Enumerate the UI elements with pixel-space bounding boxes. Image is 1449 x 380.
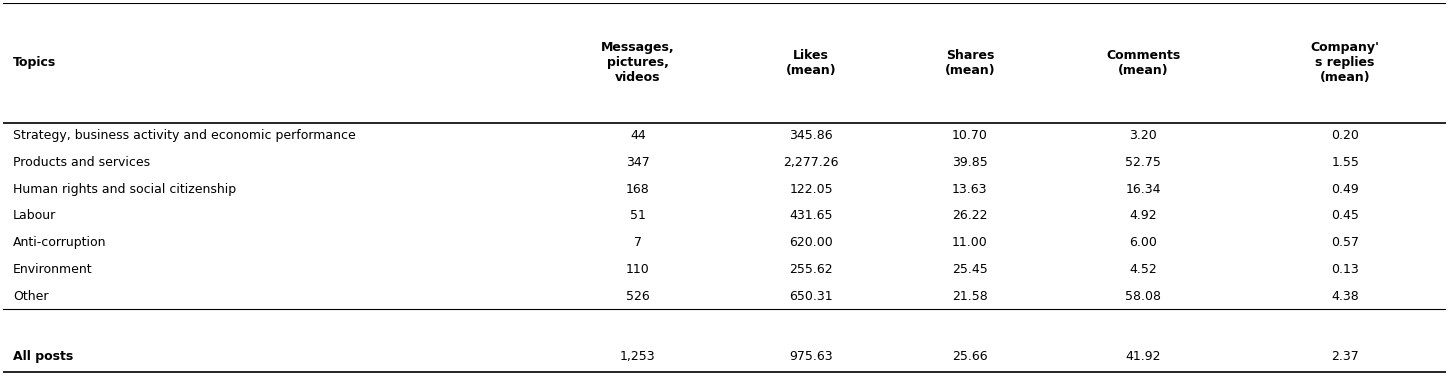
Text: 13.63: 13.63 <box>952 183 988 196</box>
Text: 41.92: 41.92 <box>1126 350 1161 363</box>
Text: Likes
(mean): Likes (mean) <box>785 49 836 77</box>
Text: Anti-corruption: Anti-corruption <box>13 236 106 249</box>
Text: 345.86: 345.86 <box>790 130 833 142</box>
Text: 2,277.26: 2,277.26 <box>784 156 839 169</box>
Text: 7: 7 <box>633 236 642 249</box>
Text: 0.13: 0.13 <box>1332 263 1359 276</box>
Text: 110: 110 <box>626 263 649 276</box>
Text: 4.52: 4.52 <box>1129 263 1156 276</box>
Text: 39.85: 39.85 <box>952 156 988 169</box>
Text: 620.00: 620.00 <box>790 236 833 249</box>
Text: 25.45: 25.45 <box>952 263 988 276</box>
Text: 650.31: 650.31 <box>790 290 833 302</box>
Text: 2.37: 2.37 <box>1332 350 1359 363</box>
Text: 975.63: 975.63 <box>790 350 833 363</box>
Text: 1.55: 1.55 <box>1332 156 1359 169</box>
Text: Other: Other <box>13 290 48 302</box>
Text: 526: 526 <box>626 290 649 302</box>
Text: 58.08: 58.08 <box>1124 290 1161 302</box>
Text: 122.05: 122.05 <box>790 183 833 196</box>
Text: 3.20: 3.20 <box>1129 130 1156 142</box>
Text: Shares
(mean): Shares (mean) <box>945 49 995 77</box>
Text: 347: 347 <box>626 156 649 169</box>
Text: 0.49: 0.49 <box>1332 183 1359 196</box>
Text: Human rights and social citizenship: Human rights and social citizenship <box>13 183 236 196</box>
Text: 52.75: 52.75 <box>1126 156 1161 169</box>
Text: 4.38: 4.38 <box>1332 290 1359 302</box>
Text: 168: 168 <box>626 183 649 196</box>
Text: 51: 51 <box>630 209 646 222</box>
Text: 6.00: 6.00 <box>1129 236 1158 249</box>
Text: 0.20: 0.20 <box>1332 130 1359 142</box>
Text: 16.34: 16.34 <box>1126 183 1161 196</box>
Text: All posts: All posts <box>13 350 72 363</box>
Text: Products and services: Products and services <box>13 156 151 169</box>
Text: 11.00: 11.00 <box>952 236 988 249</box>
Text: 44: 44 <box>630 130 646 142</box>
Text: Messages,
pictures,
videos: Messages, pictures, videos <box>601 41 675 84</box>
Text: 4.92: 4.92 <box>1129 209 1156 222</box>
Text: 25.66: 25.66 <box>952 350 988 363</box>
Text: 255.62: 255.62 <box>790 263 833 276</box>
Text: Environment: Environment <box>13 263 93 276</box>
Text: Topics: Topics <box>13 56 57 69</box>
Text: Strategy, business activity and economic performance: Strategy, business activity and economic… <box>13 130 355 142</box>
Text: 431.65: 431.65 <box>790 209 833 222</box>
Text: 10.70: 10.70 <box>952 130 988 142</box>
Text: Comments
(mean): Comments (mean) <box>1106 49 1181 77</box>
Text: 0.45: 0.45 <box>1332 209 1359 222</box>
Text: 21.58: 21.58 <box>952 290 988 302</box>
Text: 0.57: 0.57 <box>1332 236 1359 249</box>
Text: 1,253: 1,253 <box>620 350 656 363</box>
Text: 26.22: 26.22 <box>952 209 988 222</box>
Text: Labour: Labour <box>13 209 57 222</box>
Text: Company'
s replies
(mean): Company' s replies (mean) <box>1311 41 1379 84</box>
